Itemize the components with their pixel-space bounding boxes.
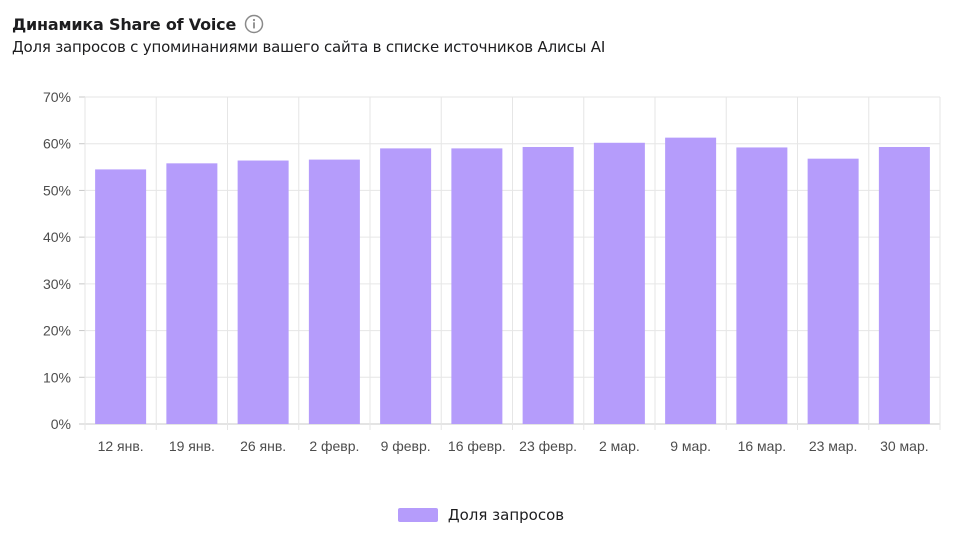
y-tick-label: 60% <box>43 136 71 152</box>
bar[interactable] <box>522 146 574 424</box>
chart-legend: Доля запросов <box>0 506 962 524</box>
bar[interactable] <box>308 159 360 424</box>
bar[interactable] <box>166 163 218 424</box>
chart-subtitle: Доля запросов с упоминаниями вашего сайт… <box>12 38 606 56</box>
axis-layer: 0% 10% 20% 30% 40% 50% 60% 70% 12 янв. 19 янв. 26 … <box>43 89 929 454</box>
legend-label: Доля запросов <box>447 506 565 524</box>
legend-swatch <box>397 508 438 522</box>
bar[interactable] <box>807 158 859 425</box>
bar-chart: 0% 10% 20% 30% 40% 50% 60% 70% 12 янв. 19 янв. 26 … <box>43 89 941 454</box>
bar[interactable] <box>736 147 788 425</box>
title-row: Динамика Share of Voice <box>12 12 952 36</box>
x-tick-label: 9 февр. <box>381 438 431 454</box>
x-tick-label: 19 янв. <box>169 438 215 454</box>
y-tick-label: 0% <box>51 416 71 432</box>
x-tick-label: 9 мар. <box>670 438 711 454</box>
y-tick-label: 20% <box>43 323 71 339</box>
bar[interactable] <box>665 137 717 425</box>
x-tick-label: 12 янв. <box>98 438 144 454</box>
y-tick-label: 10% <box>43 369 71 385</box>
x-tick-label: 23 февр. <box>519 438 577 454</box>
grid-layer <box>79 96 941 430</box>
bar[interactable] <box>593 142 645 424</box>
bar[interactable] <box>380 148 432 424</box>
bar[interactable] <box>451 148 503 424</box>
x-tick-label: 16 февр. <box>448 438 506 454</box>
y-tick-label: 70% <box>43 89 71 105</box>
x-tick-label: 2 мар. <box>599 438 640 454</box>
y-tick-label: 40% <box>43 229 71 245</box>
x-tick-label: 23 мар. <box>809 438 858 454</box>
y-tick-label: 30% <box>43 276 71 292</box>
bar[interactable] <box>237 160 289 424</box>
y-tick-label: 50% <box>43 182 71 198</box>
x-tick-label: 30 мар. <box>880 438 929 454</box>
bar[interactable] <box>878 146 930 424</box>
bar[interactable] <box>95 169 147 424</box>
chart-title: Динамика Share of Voice <box>12 14 237 34</box>
legend-item-share[interactable]: Доля запросов <box>397 506 565 524</box>
x-tick-label: 26 янв. <box>240 438 286 454</box>
x-tick-label: 2 февр. <box>309 438 359 454</box>
info-icon[interactable] <box>244 14 264 34</box>
chart-header: Динамика Share of Voice Доля запросов с … <box>12 12 952 57</box>
info-icon-glyph <box>244 14 264 34</box>
x-tick-label: 16 мар. <box>738 438 787 454</box>
bar-layer <box>95 137 930 425</box>
